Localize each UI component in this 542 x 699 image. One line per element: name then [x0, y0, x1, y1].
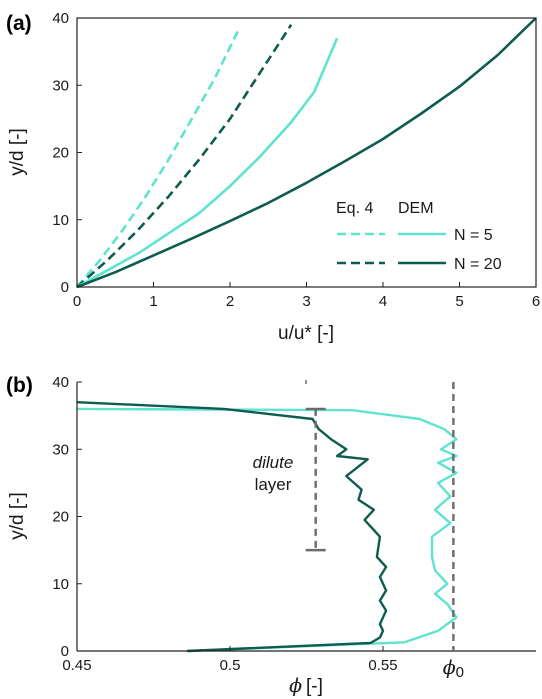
- legend-label-n20: N = 20: [454, 256, 502, 273]
- panel-a-y-axis-label: y/d [-]: [7, 128, 28, 176]
- panel-b-y-ticks: 0 10 20 30 40: [52, 374, 82, 660]
- series-eq4-n5: [76, 30, 239, 288]
- series-eq4-n20: [76, 23, 293, 288]
- phi0-symbol: ϕ: [443, 657, 456, 679]
- x-tick-label: 2: [226, 293, 234, 310]
- x-tick-label: 0.55: [368, 657, 397, 674]
- phi0-label: ϕ0: [443, 657, 464, 681]
- x-tick-label: 1: [149, 293, 157, 310]
- panel-a-y-ticks: 0 10 20 30 40: [52, 10, 82, 296]
- panel-a-frame: [76, 17, 537, 288]
- legend-label-n5: N = 5: [454, 227, 493, 244]
- y-tick-label: 10: [52, 576, 69, 593]
- y-tick-label: 0: [61, 643, 69, 660]
- series-dem-n20: [76, 17, 537, 289]
- x-tick-label: 0: [73, 293, 81, 310]
- panel-b-x-axis-label: ϕ [-]: [289, 675, 323, 697]
- panel-a-legend: Eq. 4 DEM N = 5 N = 20: [336, 200, 502, 273]
- y-tick-label: 20: [52, 509, 69, 526]
- panel-b-series: [76, 401, 458, 653]
- panel-a-x-axis-label: u/u* [-]: [278, 323, 334, 344]
- panel-b-x-ticks: 0.45 0.5 0.55: [62, 646, 398, 674]
- legend-header-dem: DEM: [398, 200, 434, 217]
- panel-b-y-axis-label: y/d [-]: [7, 492, 28, 540]
- series-n5: [76, 407, 458, 653]
- y-tick-label: 30: [52, 77, 69, 94]
- panel-b-reference: ϕ0: [443, 382, 464, 681]
- x-tick-label: 0.5: [220, 657, 241, 674]
- phi0-subscript: 0: [456, 664, 464, 681]
- x-tick-label: 6: [532, 293, 540, 310]
- layer-label: layer: [255, 475, 292, 494]
- y-tick-label: 40: [52, 10, 69, 27]
- series-dem-n5: [76, 37, 339, 289]
- panel-a-series: [76, 17, 537, 289]
- panel-a: (a) 0 1 2 3 4 5 6 0 10 20 30 40 u/u* [-] y/d [-] E…: [6, 10, 540, 344]
- x-tick-label: 4: [379, 293, 387, 310]
- y-tick-label: 20: [52, 145, 69, 162]
- y-tick-label: 40: [52, 374, 69, 391]
- phi-unit: [-]: [306, 676, 323, 697]
- x-tick-label: 5: [455, 293, 463, 310]
- phi-symbol: ϕ: [289, 675, 302, 697]
- x-tick-label: 0.45: [62, 657, 91, 674]
- legend-header-eq4: Eq. 4: [336, 200, 373, 217]
- dilute-label: dilute: [253, 453, 294, 472]
- y-tick-label: 10: [52, 212, 69, 229]
- series-n20: [76, 401, 388, 653]
- x-tick-label: 3: [302, 293, 310, 310]
- y-tick-label: 0: [61, 279, 69, 296]
- panel-a-label: (a): [6, 12, 32, 35]
- panel-a-x-ticks: 0 1 2 3 4 5 6: [73, 282, 540, 310]
- panel-b-annotation: dilute layer: [253, 407, 326, 552]
- panel-b-label: (b): [6, 374, 33, 397]
- y-tick-label: 30: [52, 441, 69, 458]
